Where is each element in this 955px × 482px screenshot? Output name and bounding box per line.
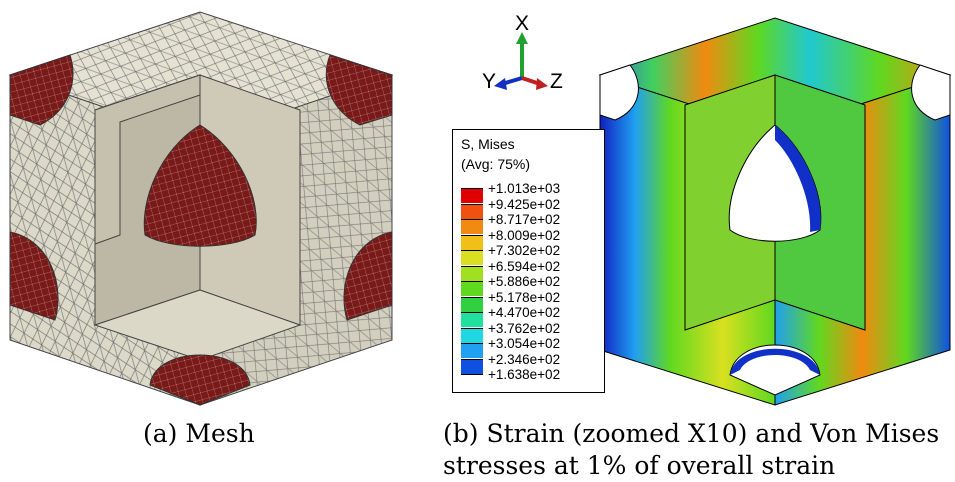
- legend-swatch: [461, 234, 483, 250]
- legend-label: +1.638e+02: [488, 367, 561, 382]
- legend-title: S, Mises: [461, 136, 515, 152]
- legend-swatch: [461, 203, 483, 219]
- axis-label-z: Z: [550, 70, 563, 93]
- legend-label: +8.009e+02: [488, 227, 561, 243]
- stress-cube-figure: [598, 17, 952, 406]
- legend-label: +5.178e+02: [488, 289, 561, 305]
- legend-row: +5.886e+02: [461, 274, 601, 296]
- legend-row: +3.762e+02: [461, 321, 601, 343]
- legend-row: +6.594e+02: [461, 259, 601, 281]
- cube-step-face: [94, 74, 201, 245]
- legend-label: +6.594e+02: [488, 258, 561, 274]
- legend-swatch: [461, 374, 483, 375]
- legend-label: +4.470e+02: [488, 305, 561, 320]
- stress-void-top-left: [599, 64, 639, 121]
- caption-b-line2: stresses at 1% of overall strain: [443, 451, 836, 480]
- legend-row: +9.425e+02: [461, 197, 601, 219]
- legend-swatch: [461, 188, 483, 203]
- legend-label: +3.762e+02: [488, 320, 561, 336]
- inclusion-bottom-left: [9, 231, 59, 321]
- legend-swatch: [461, 358, 483, 374]
- legend-row: +3.054e+02: [461, 336, 601, 358]
- legend-row: +5.178e+02: [461, 290, 601, 312]
- legend-swatch: [461, 281, 483, 296]
- stress-void-top-right: [911, 64, 951, 121]
- legend-swatch: [461, 327, 483, 343]
- mesh-cube-figure: [8, 11, 394, 406]
- axis-label-x: X: [515, 12, 530, 35]
- legend-label: +3.054e+02: [488, 336, 561, 351]
- legend-label: +9.425e+02: [488, 196, 561, 212]
- caption-b: (b) Strain (zoomed X10) and Von Mises st…: [443, 418, 955, 482]
- inclusion-center: [143, 124, 257, 247]
- legend-label: +8.717e+02: [488, 212, 561, 227]
- legend-label: +7.302e+02: [488, 243, 561, 258]
- caption-a: (a) Mesh: [143, 419, 255, 448]
- stress-legend: S, Mises (Avg: 75%) +1.013e+03 +9.425e+02…: [452, 129, 605, 393]
- legend-swatch: [461, 343, 483, 358]
- legend-row: +1.638e+02: [461, 367, 601, 389]
- legend-row: +8.009e+02: [461, 228, 601, 250]
- legend-row: +4.470e+02: [461, 305, 601, 327]
- inclusion-top-right: [325, 54, 393, 126]
- legend-label: +2.346e+02: [488, 351, 561, 367]
- inclusion-bottom-right: [343, 231, 393, 321]
- caption-b-line1: (b) Strain (zoomed X10) and Von Mises: [443, 419, 940, 448]
- legend-swatch: [461, 219, 483, 234]
- inclusion-bottom-center: [149, 354, 251, 406]
- legend-label: +1.013e+03: [488, 181, 561, 196]
- cube-cutout-floor: [93, 289, 302, 361]
- legend-swatch: [461, 265, 483, 281]
- legend-swatch: [461, 296, 483, 312]
- legend-subtitle: (Avg: 75%): [461, 156, 530, 172]
- legend-row: +2.346e+02: [461, 352, 601, 374]
- legend-row: +7.302e+02: [461, 243, 601, 265]
- axis-label-y: Y: [482, 70, 497, 93]
- legend-row: +8.717e+02: [461, 212, 601, 234]
- axis-triad: [494, 32, 548, 90]
- inclusion-top-left: [9, 54, 74, 126]
- legend-swatch: [461, 250, 483, 265]
- legend-label: +5.886e+02: [488, 274, 561, 289]
- legend-row: +1.013e+03: [461, 181, 601, 203]
- legend-swatch: [461, 312, 483, 327]
